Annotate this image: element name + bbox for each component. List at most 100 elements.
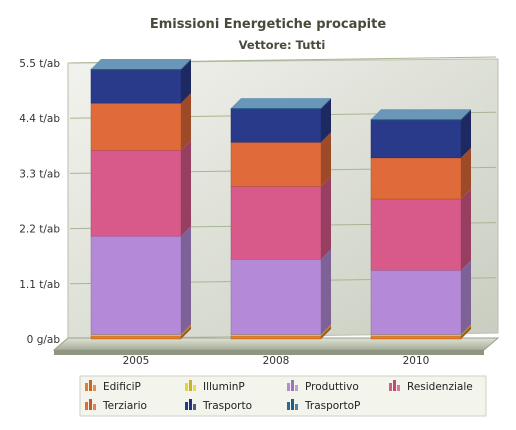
legend-swatch bbox=[193, 404, 196, 410]
bar-face bbox=[90, 69, 182, 104]
bar-face bbox=[370, 335, 462, 340]
bar-side bbox=[461, 260, 471, 335]
legend-swatch bbox=[287, 402, 290, 410]
legend-label: TrasportoP bbox=[304, 400, 360, 412]
legend-swatch bbox=[89, 399, 92, 410]
bars bbox=[90, 59, 471, 340]
legend-swatch bbox=[89, 380, 92, 391]
y-tick-label: 3.3 t/ab bbox=[19, 168, 60, 180]
legend-label: EdificiP bbox=[103, 381, 141, 393]
legend-label: Terziario bbox=[102, 400, 147, 412]
bar-top bbox=[371, 109, 471, 120]
y-tick-label: 2.2 t/ab bbox=[19, 224, 60, 236]
bar-face bbox=[90, 150, 182, 237]
bar-side bbox=[181, 324, 191, 336]
legend-swatch bbox=[393, 380, 396, 391]
bar-side bbox=[461, 325, 471, 339]
bar-face bbox=[230, 258, 322, 335]
bar-side bbox=[321, 98, 331, 110]
bar-side bbox=[461, 109, 471, 121]
bar-top bbox=[91, 59, 191, 70]
chart-subtitle: Vettore: Tutti bbox=[239, 38, 326, 52]
bar-segment bbox=[230, 132, 331, 187]
legend-swatch bbox=[93, 385, 96, 391]
legend: EdificiP IlluminP Produttivo Residenziale Te… bbox=[79, 375, 487, 417]
bar-segment bbox=[90, 59, 191, 71]
bar-side bbox=[321, 249, 331, 335]
bar-top bbox=[231, 98, 331, 109]
x-tick-label: 2008 bbox=[263, 355, 290, 367]
bar-face bbox=[230, 107, 322, 110]
y-tick-label: 1.1 t/ab bbox=[19, 279, 60, 291]
bar-face bbox=[230, 108, 322, 143]
bar-side bbox=[181, 140, 191, 237]
bar-face bbox=[370, 157, 462, 200]
bar-side bbox=[321, 324, 331, 336]
bar-segment bbox=[230, 249, 331, 335]
legend-item: EdificiP bbox=[85, 380, 141, 393]
bar-face bbox=[370, 119, 462, 159]
y-tick-label: 0 g/ab bbox=[27, 334, 61, 346]
bar-side bbox=[321, 132, 331, 187]
legend-swatch bbox=[185, 383, 188, 391]
bar-face bbox=[370, 270, 462, 335]
bar-segment bbox=[230, 98, 331, 110]
bar-face bbox=[90, 335, 182, 340]
legend-swatch bbox=[189, 380, 192, 391]
legend-item: Terziario bbox=[85, 399, 147, 412]
legend-swatch bbox=[295, 404, 298, 410]
bar-side bbox=[181, 226, 191, 335]
bar-segment bbox=[230, 176, 331, 260]
bar-side bbox=[181, 60, 191, 104]
bar-side bbox=[461, 147, 471, 199]
x-axis: 2005 2008 2010 bbox=[123, 355, 430, 367]
x-tick-label: 2010 bbox=[403, 355, 430, 367]
bar-side bbox=[461, 110, 471, 158]
bar-side bbox=[461, 324, 471, 336]
bar-segment bbox=[370, 109, 471, 121]
plot-floor bbox=[52, 337, 500, 351]
legend-swatch bbox=[287, 383, 290, 391]
bar-side bbox=[461, 188, 471, 271]
x-tick-label: 2005 bbox=[123, 355, 150, 367]
bar-side bbox=[321, 99, 331, 143]
bar-face bbox=[370, 198, 462, 271]
legend-box bbox=[79, 375, 487, 417]
bar-face bbox=[230, 186, 322, 260]
bar-face bbox=[90, 102, 182, 151]
legend-swatch bbox=[189, 399, 192, 410]
bar-face bbox=[90, 235, 182, 335]
legend-swatch bbox=[397, 385, 400, 391]
legend-swatch bbox=[295, 385, 298, 391]
bar-side bbox=[181, 59, 191, 71]
bar-side bbox=[321, 325, 331, 339]
bar-segment bbox=[90, 226, 191, 335]
bar-side bbox=[181, 325, 191, 339]
legend-swatch bbox=[185, 402, 188, 410]
legend-swatch bbox=[193, 385, 196, 391]
legend-swatch bbox=[93, 404, 96, 410]
legend-swatch bbox=[389, 383, 392, 391]
legend-label: Produttivo bbox=[305, 381, 359, 393]
bar-side bbox=[181, 93, 191, 151]
chart-title: Emissioni Energetiche procapite bbox=[150, 17, 387, 32]
bar-segment bbox=[370, 188, 471, 271]
legend-swatch bbox=[85, 383, 88, 391]
bar-side bbox=[321, 176, 331, 260]
bar-face bbox=[230, 335, 322, 340]
legend-item: Residenziale bbox=[389, 380, 473, 393]
y-tick-label: 5.5 t/ab bbox=[19, 58, 60, 70]
bar-segment bbox=[90, 140, 191, 237]
legend-label: IlluminP bbox=[203, 381, 245, 393]
bar-face bbox=[370, 118, 462, 121]
legend-swatch bbox=[291, 399, 294, 410]
plot-floor-edge bbox=[54, 350, 484, 355]
legend-item: Produttivo bbox=[287, 380, 359, 393]
legend-swatch bbox=[291, 380, 294, 391]
legend-item: Trasporto bbox=[185, 399, 252, 412]
bar-face bbox=[90, 68, 182, 71]
y-tick-label: 4.4 t/ab bbox=[19, 113, 60, 125]
y-axis: 0 g/ab 1.1 t/ab 2.2 t/ab 3.3 t/ab 4.4 t/ab 5.… bbox=[19, 58, 60, 346]
legend-item: TrasportoP bbox=[287, 399, 360, 412]
